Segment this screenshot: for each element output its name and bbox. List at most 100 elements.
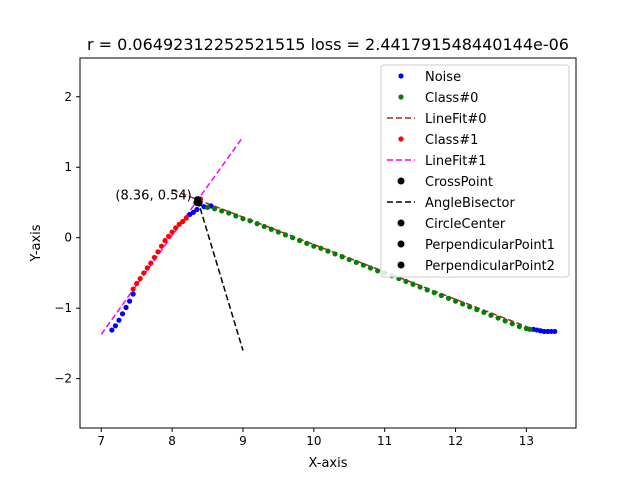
- class-1-point: [176, 221, 182, 227]
- y-tick-label: 0: [64, 231, 72, 245]
- class-1-point: [183, 215, 189, 221]
- class-0-point: [233, 213, 239, 219]
- class-0-point: [261, 223, 267, 230]
- class-0-point: [254, 221, 260, 227]
- legend-class-1-swatch: [398, 136, 404, 142]
- class-0-point: [431, 290, 437, 296]
- x-tick-label: 9: [239, 434, 247, 448]
- class-0-point: [424, 287, 430, 293]
- class-0-point: [481, 309, 487, 316]
- legend-perpendicularpoint2-label: PerpendicularPoint2: [425, 259, 555, 274]
- y-axis-label: Y-axis: [29, 224, 44, 262]
- legend-circlecenter-swatch: [397, 219, 405, 227]
- class-0-point: [417, 284, 423, 290]
- class-1-point: [141, 270, 147, 276]
- legend-circlecenter-label: CircleCenter: [425, 217, 506, 232]
- class-0-point: [219, 208, 225, 214]
- class-0-point: [204, 204, 211, 211]
- y-tick-label: −2: [54, 372, 72, 386]
- class-0-point: [488, 312, 494, 318]
- legend-crosspoint-label: CrossPoint: [425, 175, 493, 190]
- linefit-0-line: [171, 189, 534, 331]
- legend-anglebisector-label: AngleBisector: [425, 196, 515, 211]
- noise-point: [123, 304, 129, 311]
- class-0-point: [339, 254, 345, 260]
- class-0-point: [226, 210, 232, 216]
- y-tick-label: 2: [64, 90, 72, 104]
- legend-perpendicularpoint1-label: PerpendicularPoint1: [425, 238, 555, 253]
- class-0-point: [403, 278, 409, 285]
- class-0-point: [375, 268, 381, 274]
- class-0-point: [460, 301, 466, 307]
- class-0-point: [502, 318, 508, 324]
- class-1-point: [158, 243, 165, 249]
- noise-point: [130, 291, 136, 297]
- y-axis-ticks: −2 −1 0 1 2: [54, 90, 80, 386]
- legend-noise-label: Noise: [425, 70, 461, 85]
- class-0-point: [268, 226, 274, 232]
- noise-point: [552, 328, 558, 335]
- noise-point: [119, 311, 126, 317]
- class-0-point: [527, 326, 533, 332]
- class-0-point: [516, 323, 522, 330]
- x-axis-ticks: 7 8 9 10 11 12 13: [97, 428, 534, 448]
- class-1-point: [173, 225, 179, 231]
- y-tick-label: −1: [54, 301, 72, 315]
- noise-point: [109, 327, 115, 333]
- class-0-point: [452, 298, 459, 304]
- class-0-point: [318, 245, 324, 251]
- class-0-point: [360, 262, 367, 268]
- class-0-point: [247, 218, 253, 224]
- class-0-point: [212, 206, 218, 212]
- class-1-point: [180, 218, 186, 225]
- class-0-point: [467, 304, 473, 310]
- linefit-1-line: [100, 136, 244, 335]
- chart-title: r = 0.06492312252521515 loss = 2.4417915…: [87, 35, 569, 54]
- class-0-point: [297, 237, 303, 244]
- x-tick-label: 7: [97, 434, 105, 448]
- legend-perpendicularpoint1-swatch: [397, 240, 405, 248]
- class-0-point: [438, 292, 444, 299]
- noise-point: [112, 323, 119, 329]
- class-0-point: [240, 216, 246, 222]
- perpendicularpoint2-point: [193, 198, 201, 206]
- noise-point: [194, 206, 200, 213]
- class-0-point: [332, 251, 338, 257]
- x-axis-label: X-axis: [309, 456, 348, 471]
- legend-class-0-swatch: [398, 94, 404, 100]
- class-0-point: [289, 235, 296, 241]
- x-tick-label: 13: [519, 434, 534, 448]
- class-1-point: [137, 275, 143, 282]
- legend-box: [380, 64, 570, 278]
- noise-point: [116, 317, 122, 323]
- class-0-point: [495, 315, 501, 321]
- plot-area: [100, 136, 558, 351]
- legend-perpendicularpoint2-swatch: [397, 261, 405, 269]
- x-tick-label: 11: [377, 434, 392, 448]
- class-1-point: [162, 237, 168, 244]
- class-1-point: [144, 265, 150, 271]
- class-0-point: [325, 248, 331, 254]
- class-0-point: [445, 295, 452, 301]
- legend-noise-swatch: [398, 73, 404, 79]
- crosspoint-annotation: (8.36, 0.54): [115, 188, 191, 203]
- x-tick-label: 12: [448, 434, 463, 448]
- class-1-point: [165, 233, 172, 239]
- class-0-point: [346, 256, 352, 263]
- legend: Noise Class#0 LineFit#0 Class#1 LineFit#1 Cro…: [380, 64, 570, 278]
- class-0-point: [311, 243, 317, 249]
- class-1-point: [148, 260, 154, 266]
- noise-point: [190, 209, 196, 215]
- legend-crosspoint-swatch: [397, 177, 405, 185]
- legend-linefit-0-label: LineFit#0: [425, 112, 487, 127]
- class-0-point: [353, 259, 359, 265]
- x-tick-label: 8: [168, 434, 176, 448]
- class-1-point: [134, 280, 140, 287]
- anglebisector-line: [196, 199, 244, 351]
- y-tick-label: 1: [64, 160, 72, 174]
- class-0-point: [275, 229, 281, 235]
- noise-point: [127, 298, 133, 304]
- legend-linefit-1-label: LineFit#1: [425, 154, 487, 169]
- legend-class-0-label: Class#0: [425, 91, 478, 106]
